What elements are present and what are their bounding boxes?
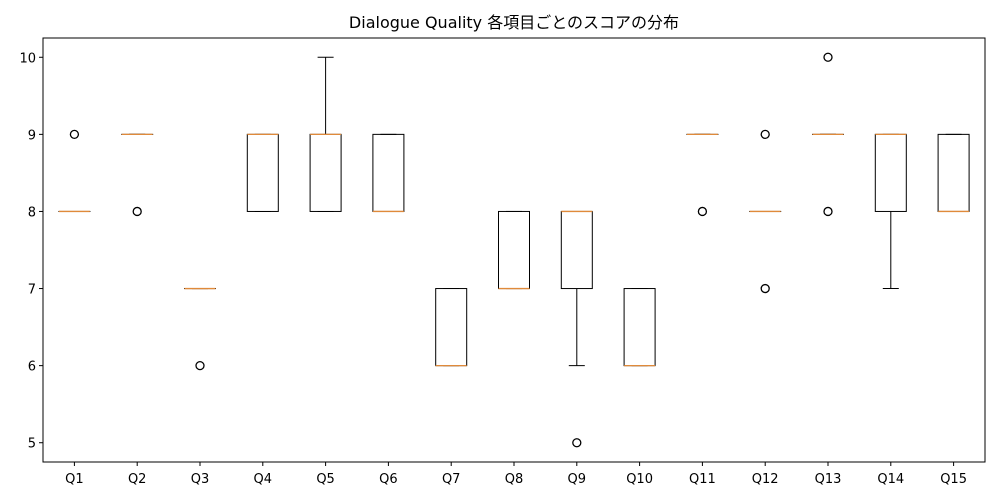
x-tick-label: Q8: [505, 472, 524, 487]
outlier-point: [760, 129, 770, 140]
x-tick-label: Q6: [379, 472, 398, 487]
y-tick-label: 10: [19, 51, 36, 66]
y-tick-label: 5: [28, 437, 36, 452]
y-tick-label: 9: [28, 128, 36, 143]
outlier-point: [195, 360, 205, 371]
box: [623, 288, 656, 367]
box: [874, 133, 907, 212]
box: [498, 210, 530, 290]
box: [560, 210, 593, 290]
axes-frame: [42, 37, 986, 463]
outlier-point: [572, 438, 582, 448]
x-tick-label: Q3: [191, 472, 210, 487]
x-tick-label: Q12: [752, 472, 779, 487]
x-tick-label: Q15: [940, 472, 967, 487]
box: [435, 288, 468, 367]
x-tick-label: Q9: [568, 472, 587, 487]
outlier-point: [823, 206, 833, 217]
x-tick-label: Q10: [626, 472, 653, 487]
x-tick-label: Q14: [877, 472, 904, 487]
x-tick-label: Q2: [128, 472, 147, 487]
x-tick-label: Q11: [689, 472, 716, 487]
outlier-point: [823, 52, 833, 62]
x-tick-label: Q4: [254, 472, 273, 487]
box: [309, 133, 342, 212]
x-tick-label: Q13: [815, 472, 842, 487]
y-tick-label: 6: [28, 360, 36, 375]
outlier-point: [132, 206, 142, 217]
box: [372, 133, 405, 212]
y-tick-label: 7: [28, 283, 36, 298]
x-tick-label: Q1: [65, 472, 84, 487]
y-tick-label: 8: [28, 205, 36, 220]
outlier-point: [697, 206, 708, 217]
box: [246, 133, 279, 212]
outlier-point: [69, 129, 80, 140]
chart-title: Dialogue Quality 各項目ごとのスコアの分布: [349, 13, 679, 32]
box: [937, 133, 970, 212]
x-tick-label: Q5: [316, 472, 335, 487]
outlier-point: [760, 283, 770, 294]
x-tick-label: Q7: [442, 472, 461, 487]
plot-area: 5 6 7 8 9 10 Q1 Q2 Q3 Q4 Q5 Q6 Q7 Q8 Q9 Q10 Q11 Q12 Q13 Q14…: [19, 51, 970, 487]
